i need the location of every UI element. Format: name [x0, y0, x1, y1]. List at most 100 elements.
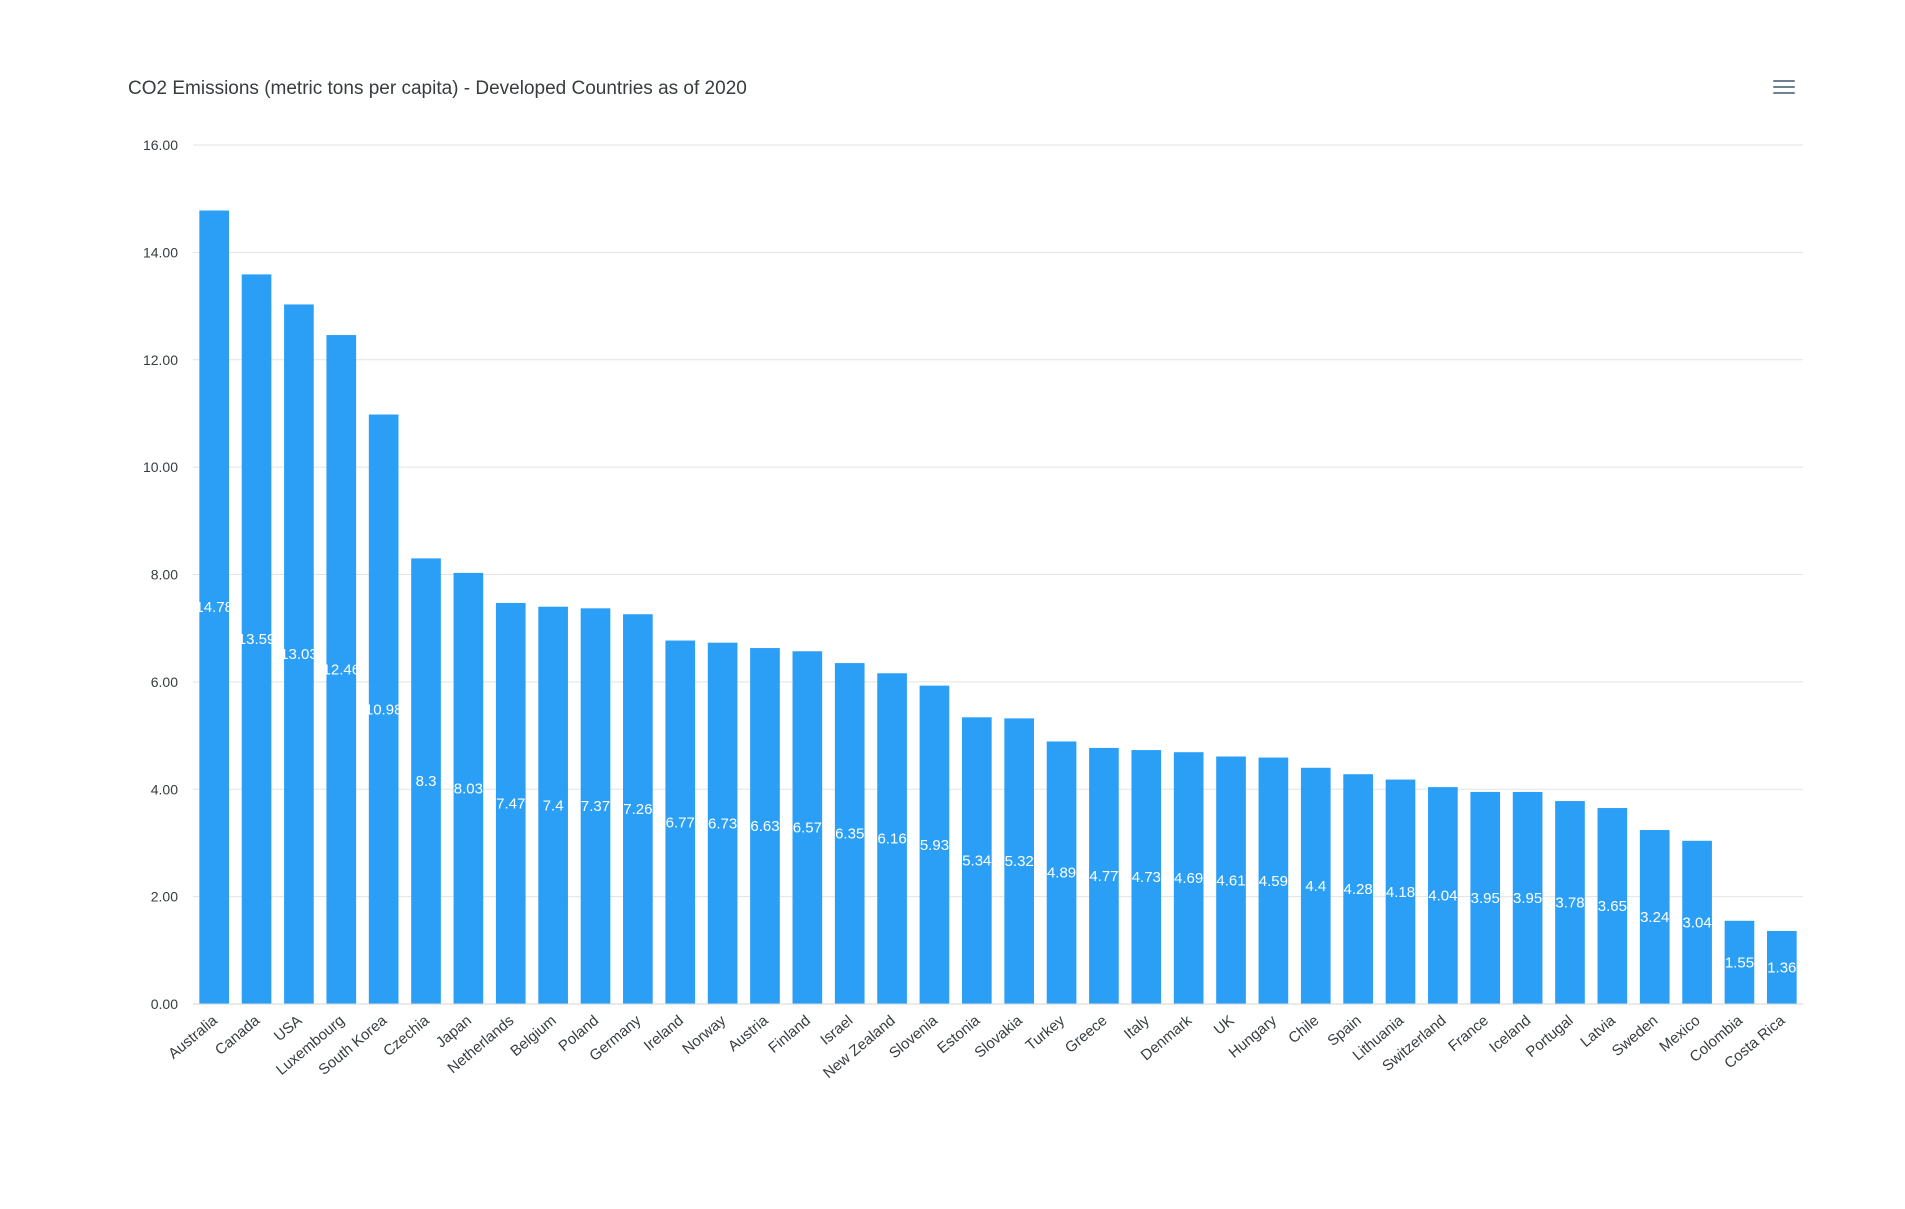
data-label: 6.35	[835, 826, 864, 843]
data-label: 4.73	[1132, 869, 1161, 886]
bar-costa-rica[interactable]	[1766, 930, 1797, 1004]
chart-title: CO2 Emissions (metric tons per capita) -…	[128, 78, 747, 99]
data-label: 4.04	[1428, 888, 1457, 905]
y-tick-label: 6.00	[151, 674, 178, 690]
bar-australia[interactable]	[199, 210, 230, 1004]
data-label: 4.28	[1344, 881, 1373, 898]
bar-austria[interactable]	[750, 648, 780, 1004]
data-label: 4.59	[1259, 873, 1288, 890]
bar-hungary[interactable]	[1258, 757, 1289, 1004]
data-label: 6.16	[877, 831, 906, 848]
bar-netherlands[interactable]	[495, 602, 526, 1004]
data-label: 5.32	[1005, 853, 1034, 870]
y-tick-label: 0.00	[151, 996, 178, 1012]
data-label: 7.47	[496, 795, 525, 812]
y-tick-label: 12.00	[143, 352, 178, 368]
data-label: 14.78	[195, 599, 233, 616]
data-label: 4.69	[1174, 870, 1203, 887]
bar-turkey[interactable]	[1046, 741, 1077, 1004]
y-tick-label: 2.00	[151, 889, 178, 905]
bar-norway[interactable]	[707, 642, 738, 1004]
bar-lithuania[interactable]	[1385, 779, 1416, 1004]
data-label: 5.34	[962, 853, 991, 870]
x-tick-label: Norway	[679, 1012, 729, 1058]
bar-poland[interactable]	[580, 608, 611, 1004]
x-tick-label: Czechia	[380, 1012, 433, 1060]
data-label: 13.59	[238, 631, 276, 648]
x-tick-label: Italy	[1121, 1012, 1153, 1043]
data-label: 6.77	[666, 814, 695, 831]
bar-chile[interactable]	[1300, 767, 1331, 1004]
x-tick-label: USA	[271, 1012, 306, 1045]
bar-new-zealand[interactable]	[877, 673, 907, 1004]
bar-mexico[interactable]	[1682, 840, 1712, 1004]
data-label: 7.4	[543, 797, 564, 814]
y-tick-label: 4.00	[151, 781, 178, 797]
x-tick-label: Portugal	[1523, 1012, 1577, 1061]
x-tick-label: Belgium	[507, 1012, 559, 1060]
x-tick-label: UK	[1211, 1012, 1238, 1038]
hamburger-menu-icon[interactable]	[1773, 80, 1795, 98]
bar-italy[interactable]	[1131, 750, 1162, 1004]
bar-luxembourg[interactable]	[326, 335, 357, 1005]
bar-denmark[interactable]	[1173, 752, 1204, 1004]
data-label: 3.95	[1513, 890, 1542, 907]
y-tick-label: 8.00	[151, 567, 178, 583]
bar-canada[interactable]	[241, 274, 272, 1005]
data-label: 6.57	[793, 820, 822, 837]
data-label: 7.26	[623, 801, 652, 818]
data-label: 3.65	[1598, 898, 1627, 915]
y-tick-label: 10.00	[143, 459, 178, 475]
x-tick-label: Ireland	[641, 1012, 687, 1055]
bar-czechia[interactable]	[411, 558, 441, 1004]
x-tick-label: Slovakia	[971, 1012, 1026, 1062]
bar-germany[interactable]	[623, 614, 653, 1004]
bar-iceland[interactable]	[1512, 791, 1543, 1004]
bar-ireland[interactable]	[665, 640, 696, 1004]
bar-estonia[interactable]	[961, 717, 992, 1004]
x-tick-label: Greece	[1062, 1012, 1111, 1057]
data-label: 10.98	[365, 701, 403, 718]
data-label: 4.18	[1386, 884, 1415, 901]
data-label: 12.46	[323, 662, 361, 679]
y-axis: 0.00 2.00 4.00 6.00 8.00 10.00 12.00 14.00 16.00	[143, 137, 178, 1012]
bar-slovakia[interactable]	[1004, 718, 1035, 1004]
bar-portugal[interactable]	[1555, 801, 1585, 1004]
data-label: 8.3	[416, 773, 437, 790]
bar-slovenia[interactable]	[919, 685, 950, 1004]
bar-greece[interactable]	[1089, 747, 1119, 1004]
data-label: 3.95	[1471, 890, 1500, 907]
x-tick-label: Slovenia	[886, 1012, 942, 1062]
bar-usa[interactable]	[284, 304, 314, 1004]
x-tick-label: Chile	[1285, 1012, 1322, 1047]
bar-belgium[interactable]	[538, 606, 568, 1004]
bar-sweden[interactable]	[1639, 830, 1670, 1004]
data-label: 4.77	[1089, 868, 1118, 885]
data-label: 1.36	[1767, 959, 1796, 976]
bar-uk[interactable]	[1216, 756, 1246, 1004]
x-tick-label: Hungary	[1226, 1012, 1281, 1062]
bar-switzerland[interactable]	[1428, 787, 1458, 1004]
bar-israel[interactable]	[834, 663, 865, 1004]
data-label: 4.4	[1305, 878, 1326, 895]
bar-latvia[interactable]	[1597, 808, 1628, 1004]
bar-finland[interactable]	[792, 651, 823, 1004]
bar-spain[interactable]	[1343, 774, 1373, 1004]
data-label: 3.04	[1682, 914, 1711, 931]
data-label: 1.55	[1725, 954, 1754, 971]
x-tick-label: Canada	[212, 1012, 264, 1059]
bar-france[interactable]	[1470, 791, 1501, 1004]
bar-colombia[interactable]	[1724, 920, 1755, 1004]
bar-south-korea[interactable]	[368, 414, 399, 1005]
data-label: 6.73	[708, 815, 737, 832]
data-label: 5.93	[920, 837, 949, 854]
x-tick-label: Sweden	[1609, 1012, 1661, 1060]
data-label: 8.03	[454, 780, 483, 797]
bar-japan[interactable]	[453, 572, 484, 1004]
x-tick-label: France	[1445, 1012, 1492, 1055]
x-tick-label: Turkey	[1022, 1012, 1068, 1054]
data-label: 13.03	[280, 646, 318, 663]
